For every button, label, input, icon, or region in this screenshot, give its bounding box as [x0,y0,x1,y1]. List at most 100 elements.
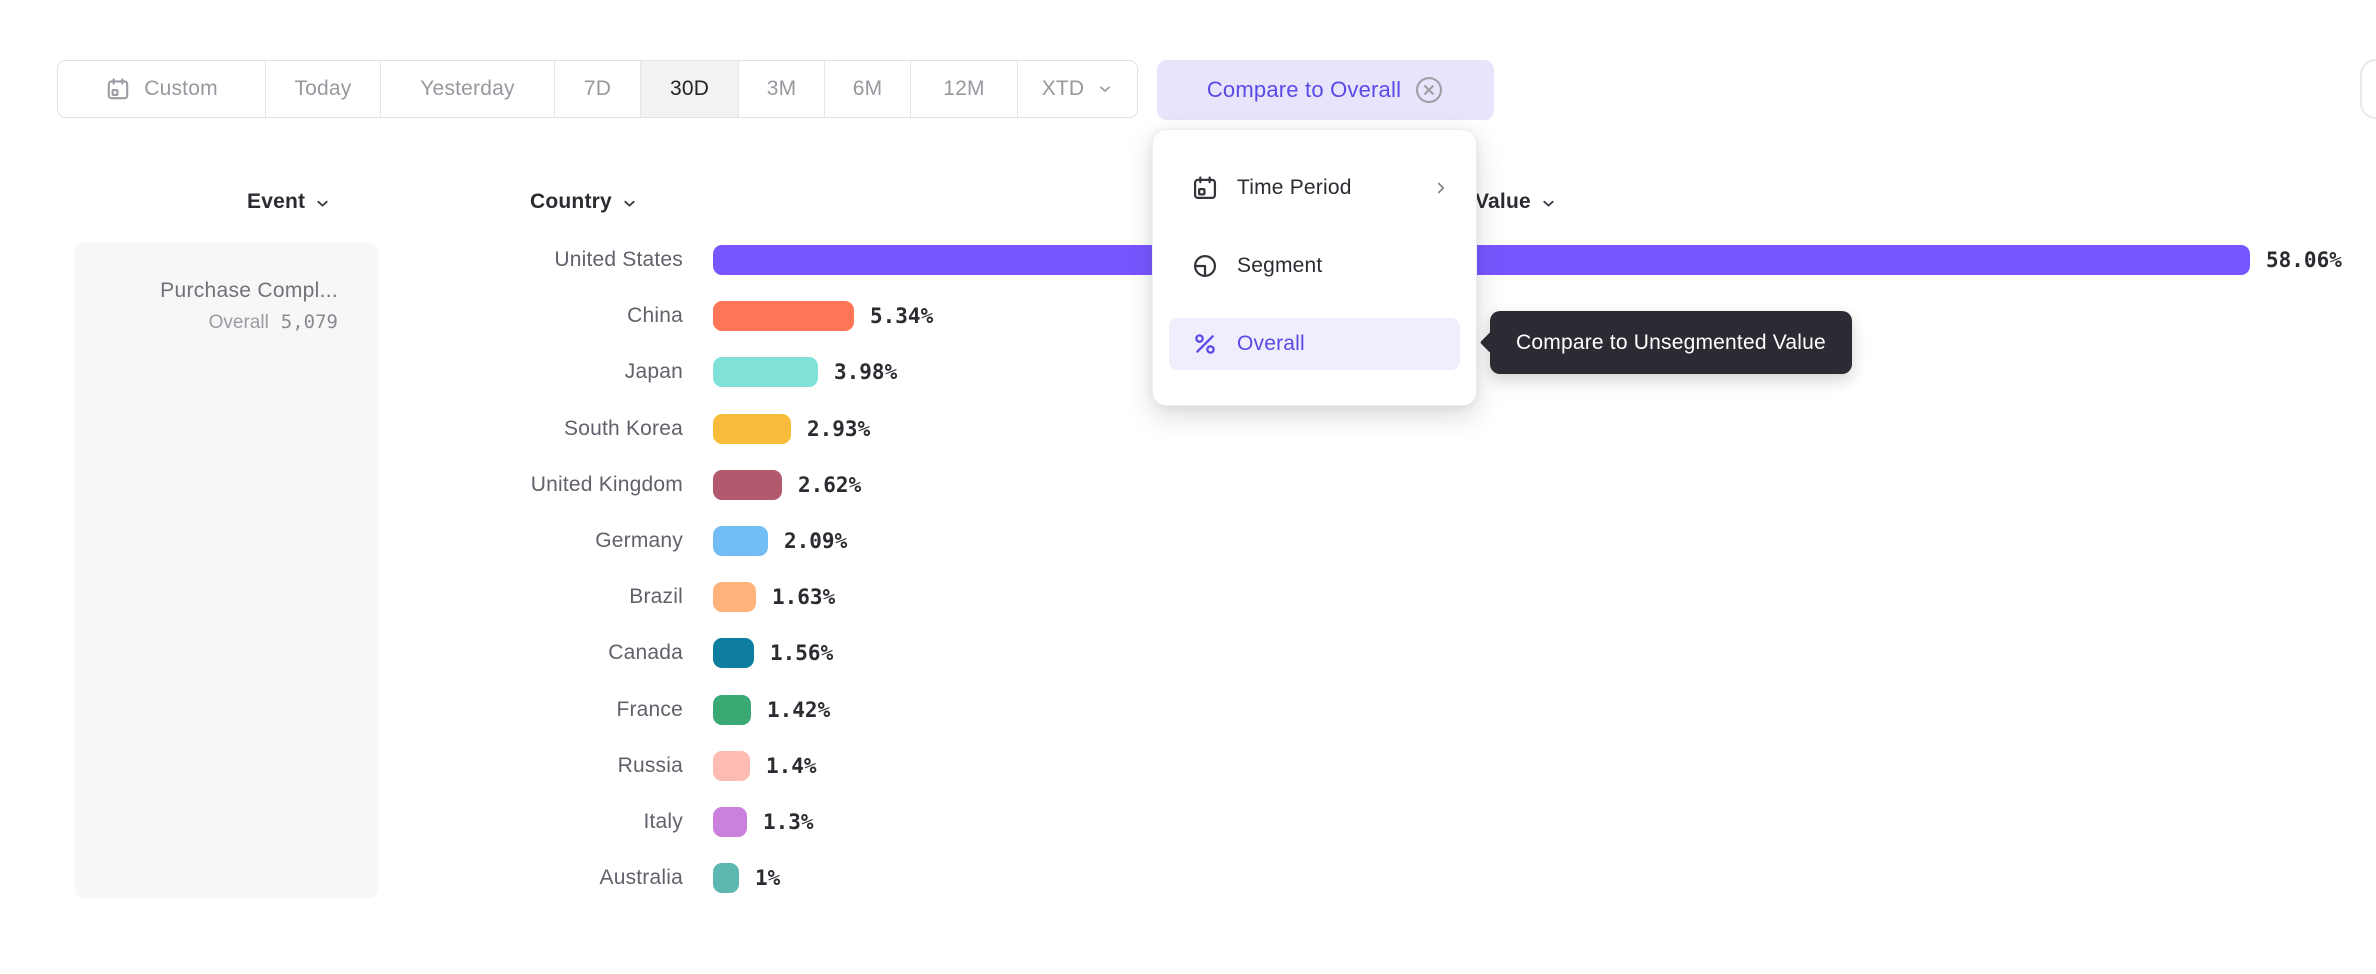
time-range-label: 7D [583,77,612,100]
chart-row: Italy 1.3% [0,794,2376,850]
value-label: 1.3% [763,809,814,834]
country-bar[interactable] [713,526,768,557]
time-range-button-xtd[interactable]: XTD [1018,61,1137,117]
country-label: Brazil [629,585,683,609]
event-overall-row: Overall 5,079 [95,311,338,334]
time-range-label: Today [294,77,352,100]
country-bar[interactable] [713,469,782,500]
value-label: 1% [755,866,781,891]
menu-item-overall[interactable]: Overall [1169,318,1460,370]
country-bar[interactable] [713,638,754,669]
time-range-button-12m[interactable]: 12M [911,61,1018,117]
chart-row: France 1.42% [0,682,2376,738]
value-label: 3.98% [834,360,898,385]
chart-row: Canada 1.56% [0,625,2376,681]
time-range-label: 6M [852,77,883,100]
chart-row: Germany 2.09% [0,513,2376,569]
menu-item-label: Time Period [1237,176,1352,199]
time-range-label: Custom [144,77,218,100]
bar-chart: United States 58.06% China 5.34% Japan 3.98% S… [0,232,2376,906]
country-bar[interactable] [713,357,818,388]
event-name: Purchase Compl... [160,279,338,302]
value-label: 2.09% [784,529,848,554]
chart-row: Russia 1.4% [0,738,2376,794]
country-bar[interactable] [713,750,750,781]
time-range-button-7d[interactable]: 7D [555,61,641,117]
chevron-down-icon [1543,200,1554,207]
menu-item-label: Segment [1237,254,1323,277]
time-range-button-6m[interactable]: 6M [825,61,911,117]
chart-row: South Korea 2.93% [0,401,2376,457]
country-bar[interactable] [713,863,739,894]
event-column-header[interactable]: Event [247,190,331,214]
country-column-label: Country [530,190,612,213]
country-bar[interactable] [713,413,791,444]
event-column-label: Event [247,190,306,213]
value-label: 1.4% [766,753,817,778]
chevron-down-icon [624,200,635,207]
time-range-button-custom[interactable]: Custom [58,61,266,117]
country-label: United Kingdom [530,472,683,496]
chart-row: United Kingdom 2.62% [0,457,2376,513]
menu-item-time-period[interactable]: Time Period [1169,162,1460,214]
value-label: 58.06% [2266,248,2342,273]
time-range-label: 30D [669,77,710,100]
menu-item-label: Overall [1237,332,1305,355]
chart-row: Japan 3.98% [0,344,2376,400]
country-bar[interactable] [713,582,756,613]
value-column-header[interactable]: Value [1475,190,1557,214]
country-bar[interactable] [713,806,747,837]
overall-label: Overall [208,312,269,333]
time-range-label: XTD [1041,77,1085,100]
calendar-icon [1193,176,1217,200]
country-label: Italy [643,809,683,833]
chevron-right-icon [1437,182,1445,194]
chevron-down-icon [317,200,328,207]
compare-to-overall-chip[interactable]: Compare to Overall [1157,60,1494,120]
value-label: 1.63% [772,585,836,610]
country-bar[interactable] [713,245,2250,276]
compare-chip-label: Compare to Overall [1206,77,1402,102]
time-range-button-30d[interactable]: 30D [641,61,739,117]
time-range-button-today[interactable]: Today [266,61,381,117]
value-label: 5.34% [870,304,934,329]
value-label: 2.62% [798,472,862,497]
value-label: 1.42% [767,697,831,722]
chart-row: Brazil 1.63% [0,569,2376,625]
time-range-label: 12M [943,77,985,100]
country-label: France [616,697,683,721]
percent-icon [1195,334,1215,354]
country-label: Russia [617,753,683,777]
chart-row: United States 58.06% [0,232,2376,288]
time-range-label: Yesterday [420,77,515,100]
country-bar[interactable] [713,301,854,332]
country-label: Canada [608,641,683,665]
country-label: Germany [595,529,683,553]
tooltip: Compare to Unsegmented Value [1479,311,1852,374]
country-label: Japan [624,360,683,384]
country-bar[interactable] [713,694,751,725]
time-range-button-yesterday[interactable]: Yesterday [381,61,555,117]
value-column-label: Value [1475,190,1531,213]
country-label: South Korea [564,416,683,440]
chevron-down-icon [1100,86,1111,92]
country-column-header[interactable]: Country [530,190,638,214]
time-range-label: 3M [766,77,797,100]
calendar-icon [107,78,129,100]
event-panel[interactable]: Purchase Compl... Overall 5,079 [75,243,378,898]
menu-item-segment[interactable]: Segment [1169,240,1460,292]
country-label: China [627,304,683,328]
time-range-button-3m[interactable]: 3M [739,61,825,117]
tooltip-text: Compare to Unsegmented Value [1516,330,1826,354]
overall-value: 5,079 [280,311,338,333]
value-label: 2.93% [807,416,871,441]
segment-icon [1193,254,1217,278]
x-circle-icon[interactable] [1414,75,1444,105]
chart-row: China 5.34% [0,288,2376,344]
country-label: United States [554,248,683,272]
value-label: 1.56% [770,641,834,666]
country-label: Australia [599,866,683,890]
partial-button-right-edge[interactable] [2360,59,2376,119]
time-range-toolbar: Custom Today Yesterday 7D 30D 3M 6M 12M XTD [57,60,1138,118]
chart-row: Australia 1% [0,850,2376,906]
